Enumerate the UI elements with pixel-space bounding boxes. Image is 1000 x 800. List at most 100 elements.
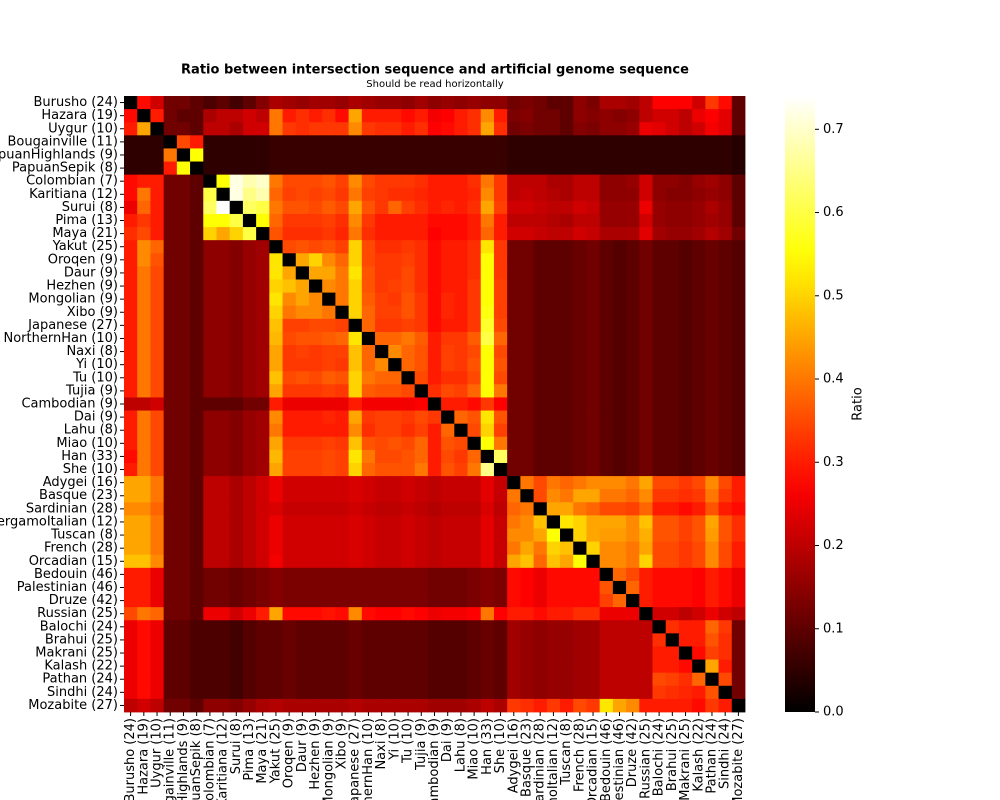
heatmap-cell [441,135,455,149]
heatmap-cell [388,633,402,647]
heatmap-cell [626,161,640,176]
heatmap-cell [348,384,363,398]
heatmap-cell [124,253,138,267]
heatmap-cell [348,213,363,228]
heatmap-cell [599,397,614,411]
heatmap-cell [295,436,310,451]
y-tick-label: Yi (10) [75,357,118,372]
heatmap-cell [520,633,534,647]
heatmap-cell [308,476,323,490]
heatmap-cell [150,515,165,529]
heatmap-cell [626,345,640,359]
heatmap-cell [665,187,680,202]
x-tick-label: Makrani (25) [678,718,693,800]
heatmap-cell [586,685,601,700]
heatmap-cell [124,161,138,176]
heatmap-cell [533,96,548,110]
y-tick-label: Hezhen (9) [46,279,118,294]
heatmap-cell [718,96,733,110]
heatmap-cell [348,580,363,595]
heatmap-cell [731,449,746,464]
heatmap-cell [163,607,178,621]
heatmap-cell [441,161,455,176]
heatmap-cell [573,109,587,123]
heatmap-cell [718,358,733,372]
heatmap-cell [176,384,191,398]
x-tick-label: Orcadian (15) [586,718,601,800]
y-tick-label: Dai (9) [74,410,118,425]
heatmap-cell [203,633,217,647]
heatmap-cell [586,292,601,307]
heatmap-cell [533,200,548,215]
heatmap-cell [414,659,429,674]
heatmap-cell [718,345,733,359]
heatmap-cell [295,554,310,569]
heatmap-cell [308,554,323,569]
heatmap-cell [454,449,468,464]
heatmap-cell [665,554,680,569]
y-tick-label: Hazara (19) [41,108,118,123]
heatmap-cell [163,502,178,516]
heatmap-cell [652,305,667,320]
heatmap-cell [203,410,217,425]
heatmap-cell [599,659,614,674]
heatmap-cell [269,135,283,149]
heatmap-cell [176,331,191,346]
heatmap-cell [586,423,601,438]
heatmap-cell [427,148,442,162]
heatmap-cell [507,358,521,372]
heatmap-cell [388,279,402,293]
heatmap-cell [414,541,429,556]
heatmap-cell [176,174,191,189]
heatmap-cell [665,436,680,451]
heatmap-cell [718,318,733,333]
heatmap-cell [612,476,627,490]
heatmap-cell [612,515,627,529]
heatmap-cell [480,410,495,425]
heatmap-cell [401,620,416,634]
heatmap-cell [678,161,693,176]
heatmap-cell [599,227,614,241]
heatmap-cell [322,646,336,660]
heatmap-cell [546,541,561,556]
heatmap-cell [692,515,706,529]
heatmap-cell [705,135,719,149]
heatmap-cell [692,410,706,425]
heatmap-cell [705,567,719,582]
heatmap-cell [612,410,627,425]
heatmap-cell [269,449,283,464]
heatmap-cell [678,698,693,713]
heatmap-cell [520,96,534,110]
heatmap-cell [229,423,244,438]
heatmap-cell [282,410,297,425]
x-tick-label: NorthernHan (10) [361,718,376,800]
heatmap-cell [203,384,217,398]
heatmap-cell [480,358,495,372]
heatmap-cell [507,515,521,529]
heatmap-cell [493,122,508,136]
heatmap-cell [229,148,244,162]
y-tick-label: Sindhi (24) [47,685,118,700]
heatmap-cell [375,541,389,556]
heatmap-cell [124,200,138,215]
heatmap-cell [176,253,191,267]
heatmap-cell [665,331,680,346]
heatmap-cell [612,331,627,346]
heatmap-cell [507,528,521,543]
heatmap-cell [322,161,336,176]
heatmap-cell [652,358,667,372]
heatmap-cell [308,266,323,280]
heatmap-cell [401,646,416,660]
heatmap-cell [401,410,416,425]
heatmap-cell [454,436,468,451]
heatmap-cell [665,200,680,215]
heatmap-cell [163,410,178,425]
heatmap-cell [520,698,534,713]
heatmap-cell [480,331,495,346]
heatmap-cell [612,462,627,477]
heatmap-cell [639,462,653,477]
heatmap-cell [348,331,363,346]
heatmap-cell [216,109,231,123]
heatmap-cell [282,515,297,529]
heatmap-cell [242,397,257,411]
